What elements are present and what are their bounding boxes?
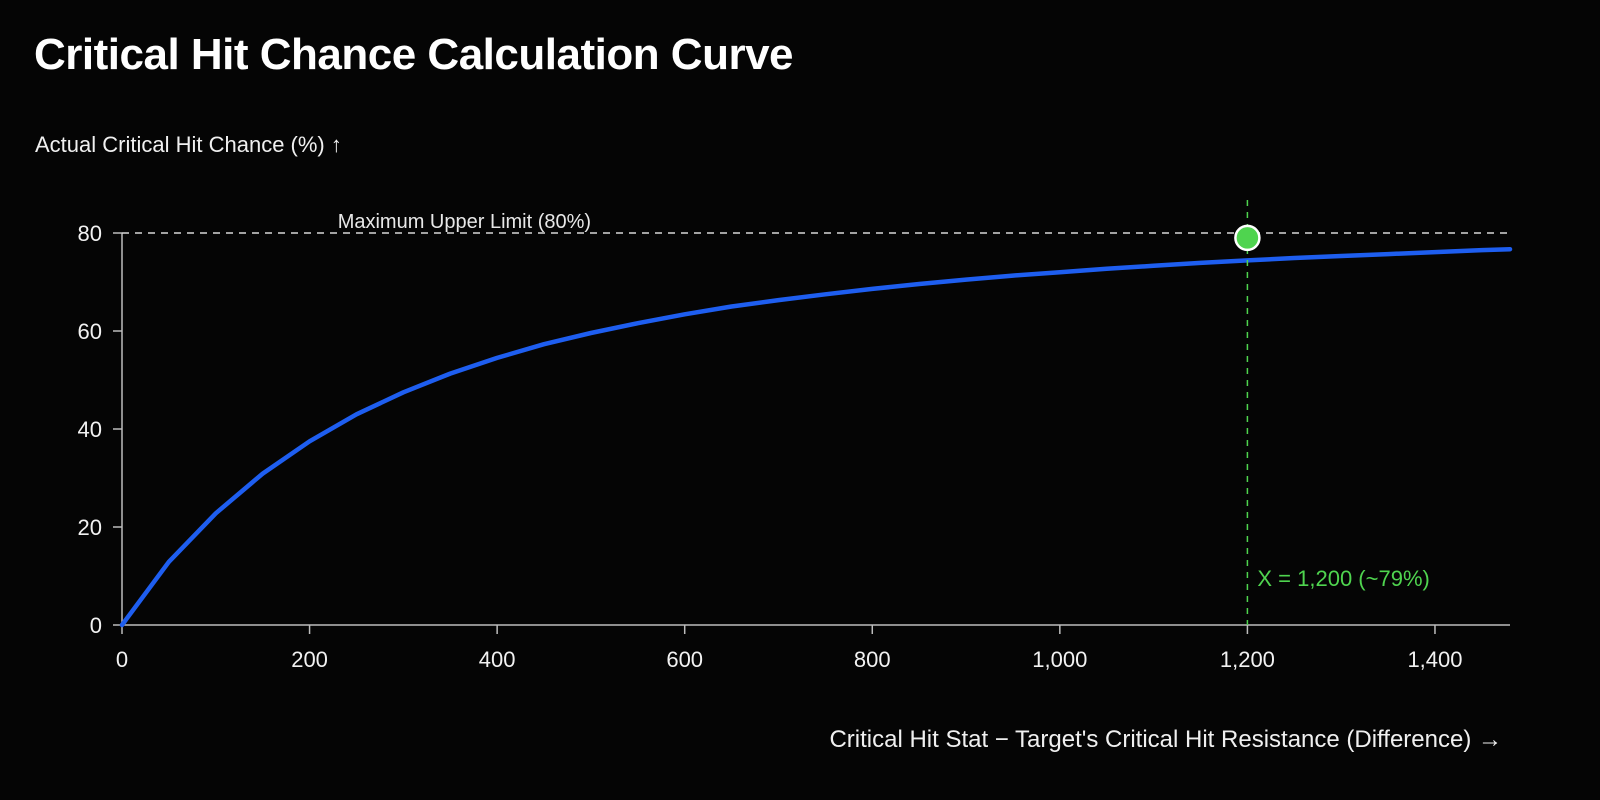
x-tick-label: 400 [479,647,516,672]
marker-layer: X = 1,200 (~79%) [1234,200,1430,625]
x-tick-label: 1,200 [1220,647,1275,672]
x-tick-label: 800 [854,647,891,672]
x-axis-label: Critical Hit Stat − Target's Critical Hi… [829,726,1502,753]
chart-title: Critical Hit Chance Calculation Curve [34,30,794,79]
x-tick-label: 600 [666,647,703,672]
x-tick-label: 200 [291,647,328,672]
marker-point [1234,224,1261,252]
y-tick-label: 40 [78,417,102,442]
marker-label: X = 1,200 (~79%) [1257,566,1429,591]
y-tick-label: 60 [78,319,102,344]
reference-layer: Maximum Upper Limit (80%) [122,211,1510,234]
series-line [119,246,1513,628]
series-layer [119,246,1513,628]
max-limit-label: Maximum Upper Limit (80%) [338,211,591,233]
x-tick-label: 1,400 [1407,647,1462,672]
y-axis-label: Actual Critical Hit Chance (%) ↑ [35,132,342,157]
y-tick-label: 0 [90,613,102,638]
x-tick-label: 1,000 [1032,647,1087,672]
y-tick-label: 80 [78,221,102,246]
y-tick-label: 20 [78,515,102,540]
x-tick-label: 0 [116,647,128,672]
